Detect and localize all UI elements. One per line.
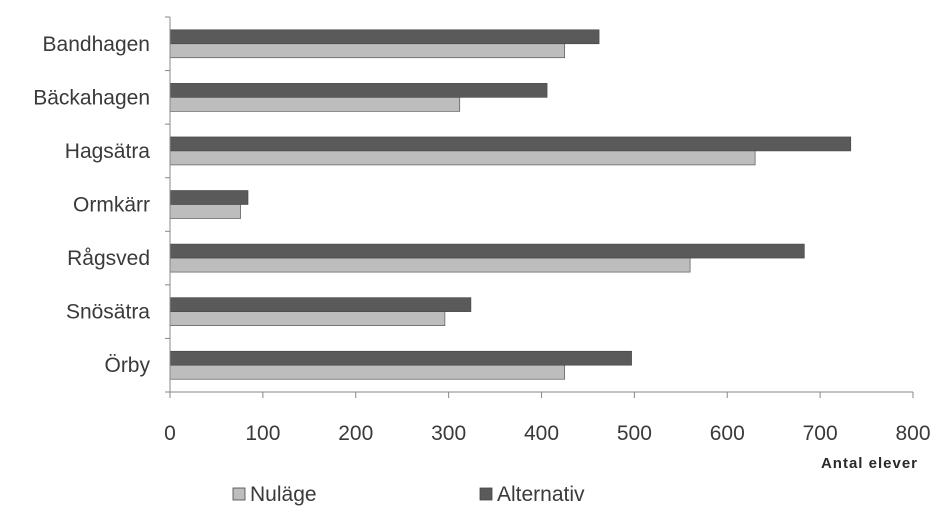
bar-nulage	[169, 257, 691, 273]
bar-nulage	[169, 97, 461, 112]
bar-nulage	[169, 364, 566, 380]
x-tick-label: 0	[164, 422, 176, 445]
bar-alternativ	[169, 297, 472, 312]
legend-swatch	[232, 487, 246, 501]
x-tick-label: 500	[617, 422, 652, 445]
bar-alternativ	[169, 136, 852, 152]
legend-label: Nuläge	[250, 483, 317, 506]
legend-swatch	[479, 487, 493, 501]
category-label: Hagsätra	[65, 140, 151, 163]
category-label: Rågsved	[67, 247, 150, 270]
x-tick-label: 800	[895, 422, 930, 445]
legend: Nuläge Alternativ	[232, 483, 585, 506]
x-tick-label: 300	[431, 422, 466, 445]
bar-nulage	[169, 43, 566, 59]
bar-nulage	[169, 150, 756, 166]
category-label: Ormkärr	[73, 194, 150, 217]
category-label: Bandhagen	[43, 33, 150, 56]
category-labels: Bandhagen Bäckahagen Hagsätra Ormkärr Rågsve…	[33, 33, 150, 377]
bar-alternativ	[169, 29, 600, 45]
bar-alternativ	[169, 243, 805, 259]
legend-item-nulage: Nuläge	[232, 483, 317, 506]
category-label: Örby	[104, 354, 150, 377]
bar-nulage	[169, 204, 241, 219]
bar-alternativ	[169, 190, 249, 205]
bar-alternativ	[169, 83, 548, 98]
legend-item-alternativ: Alternativ	[479, 483, 585, 506]
bar-nulage	[169, 311, 446, 326]
x-axis-label: Antal elever	[821, 455, 918, 472]
axes	[165, 16, 913, 393]
bars	[169, 29, 852, 380]
legend-label: Alternativ	[497, 483, 585, 506]
category-label: Snösätra	[66, 301, 150, 324]
x-tick-label: 400	[524, 422, 559, 445]
bar-alternativ	[169, 350, 632, 366]
x-tick-label: 200	[338, 422, 373, 445]
x-tick-label: 700	[803, 422, 838, 445]
x-tick-label: 100	[245, 422, 280, 445]
category-label: Bäckahagen	[33, 86, 150, 109]
x-tick-label: 600	[710, 422, 745, 445]
x-ticks: 0 100 200 300 400 500 600 700 800	[164, 392, 931, 445]
